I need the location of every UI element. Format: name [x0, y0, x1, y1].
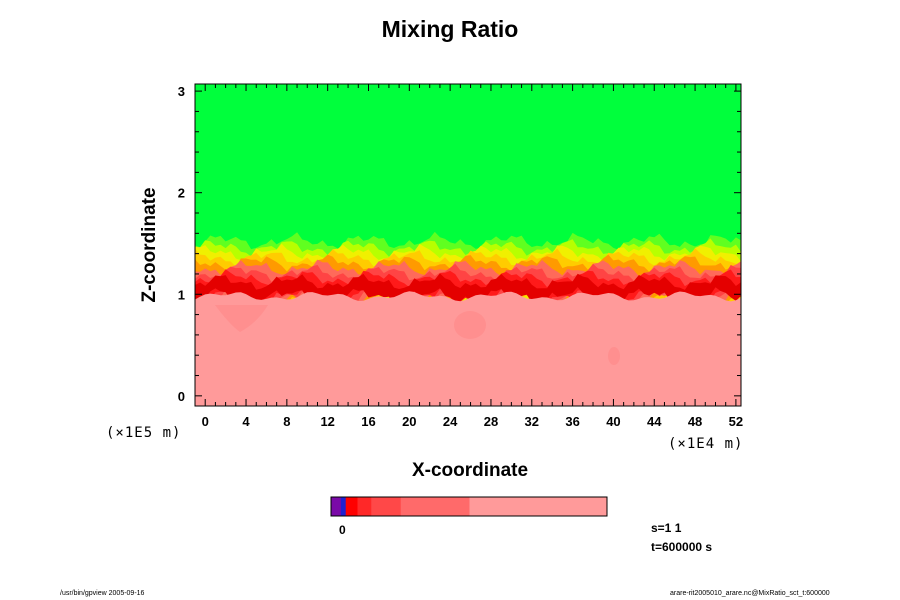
x-tick-label: 44	[647, 414, 662, 429]
colorbar-segment	[345, 497, 358, 516]
y-axis: 0 1 2 3	[178, 84, 741, 404]
x-axis-label: X-coordinate	[411, 460, 529, 481]
x-tick-label: 52	[729, 414, 743, 429]
blob-3	[215, 305, 268, 332]
colorbar-segment	[331, 497, 342, 516]
x-tick-label: 28	[484, 414, 498, 429]
footer-right: arare-rit2005010_arare.nc@MixRatio_sct_t…	[670, 590, 830, 597]
colorbar-segment	[340, 497, 347, 516]
colorbar-segment	[469, 497, 608, 516]
x-tick-label: 40	[606, 414, 620, 429]
y-axis-label: Z-coordinate	[139, 187, 160, 303]
y-tick-label: 0	[178, 389, 185, 404]
colorbar-segment	[371, 497, 402, 516]
slice-info: s=1 1	[651, 521, 682, 535]
x-tick-label: 48	[688, 414, 702, 429]
colorbar-tick-label: 0	[339, 523, 346, 537]
x-axis: 0 4 8 12 16 20 24 28 32 36 40 44 48 52	[202, 84, 743, 429]
y-tick-label: 1	[178, 287, 185, 302]
colorbar	[331, 497, 608, 516]
colorbar-frame	[330, 496, 608, 517]
y-multiplier-label: (×1E5 m)	[106, 425, 182, 441]
blob-2	[608, 347, 620, 365]
x-tick-label: 8	[283, 414, 290, 429]
x-tick-label: 24	[443, 414, 458, 429]
colorbar-segment	[357, 497, 372, 516]
x-tick-label: 0	[202, 414, 209, 429]
blob-1	[454, 311, 486, 339]
x-tick-label: 20	[402, 414, 416, 429]
x-tick-label: 32	[525, 414, 539, 429]
colorbar-segment	[400, 497, 470, 516]
x-tick-label: 16	[361, 414, 375, 429]
x-tick-label: 12	[320, 414, 334, 429]
chart-title: Mixing Ratio	[381, 16, 519, 42]
x-tick-label: 4	[242, 414, 250, 429]
y-tick-label: 3	[178, 84, 185, 99]
x-multiplier-label: (×1E4 m)	[668, 436, 744, 452]
footer-left: /usr/bin/gpview 2005-09-16	[60, 590, 145, 597]
time-info: t=600000 s	[651, 540, 713, 554]
lower-pink-region	[195, 291, 741, 406]
y-tick-label: 2	[178, 186, 185, 201]
x-tick-label: 36	[565, 414, 579, 429]
plot-frame	[194, 83, 742, 407]
